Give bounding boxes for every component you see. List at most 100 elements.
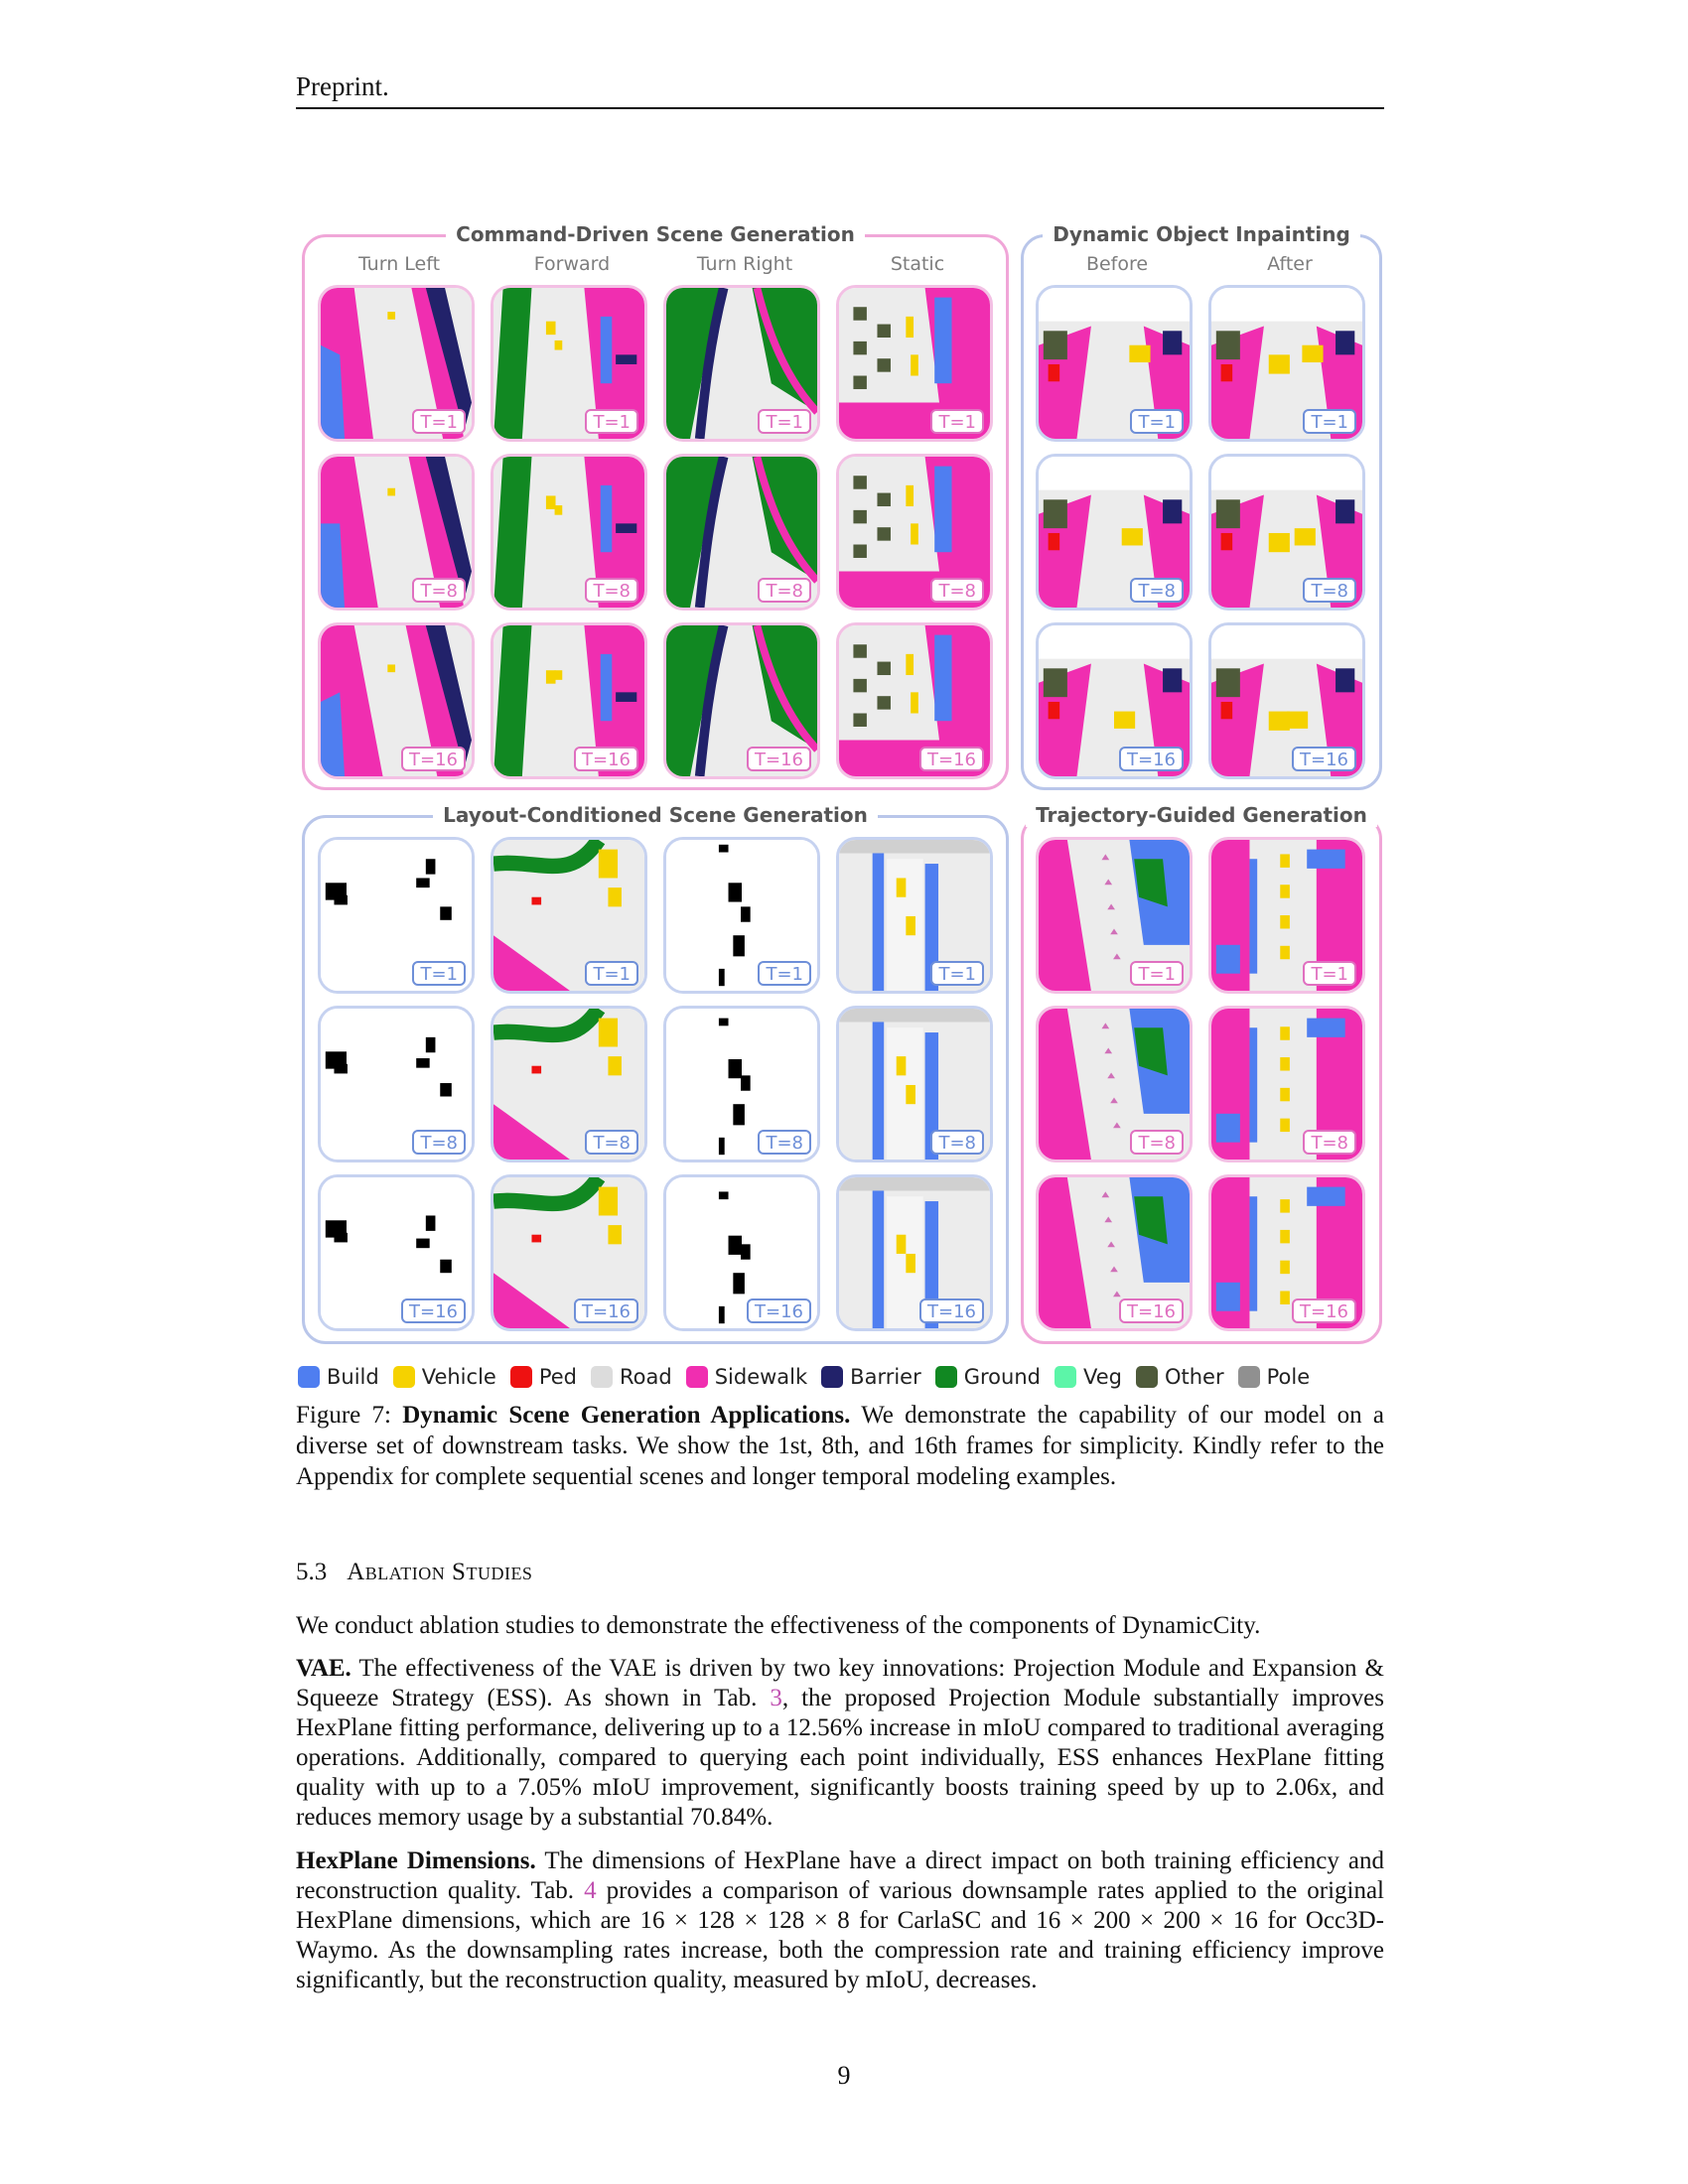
scene-render [321,625,472,776]
frame-badge-t16: T=16 [919,1298,984,1323]
frame-badge-t8: T=8 [412,1130,466,1155]
panel-layout-mask-b-t1: T=1 [663,837,820,994]
scene-render [1039,840,1190,991]
panel-layout-mask-b-t16: T=16 [663,1174,820,1331]
panel-layout-scene-b-t16: T=16 [836,1174,993,1331]
panel-inpaint-after-t8: T=8 [1208,454,1365,611]
panel-trajectory-b-t1: T=1 [1208,837,1365,994]
panel-trajectory-a-t8: T=8 [1036,1006,1193,1162]
panel-command-turn-left-t8: T=8 [318,454,475,611]
paragraph-hexplane-text-b: provides a comparison of various downsam… [296,1877,1384,1993]
frame-badge-t1: T=1 [930,961,984,986]
frame-badge-t16: T=16 [1119,747,1184,771]
legend-swatch [1135,1366,1158,1388]
frame-badge-t16: T=16 [1292,1298,1356,1323]
panel-inpaint-before-t8: T=8 [1036,454,1193,611]
panel-layout-scene-a-t8: T=8 [491,1006,647,1162]
group-title: Layout-Conditioned Scene Generation [305,803,1006,827]
paragraph-vae: VAE. The effectiveness of the VAE is dri… [296,1654,1384,1833]
frame-badge-t8: T=8 [930,1130,984,1155]
legend-label: Vehicle [421,1365,496,1389]
legend-item-ped: Ped [509,1365,577,1389]
panel-layout-scene-a-t1: T=1 [491,837,647,994]
legend-item-veg: Veg [1054,1365,1122,1389]
caption-label: Figure 7: [296,1402,391,1429]
frame-badge-t16: T=16 [919,747,984,771]
panel-inpaint-after-t1: T=1 [1208,285,1365,442]
legend-swatch [591,1366,613,1388]
panel-command-turn-right-t1: T=1 [663,285,820,442]
legend-swatch [1237,1366,1260,1388]
legend-swatch [934,1366,957,1388]
section-number: 5.3 [296,1559,328,1585]
frame-badge-t1: T=1 [412,409,466,434]
legend-label: Road [620,1365,672,1389]
panel-trajectory-a-t16: T=16 [1036,1174,1193,1331]
frame-badge-t1: T=1 [758,409,811,434]
frame-badge-t1: T=1 [585,409,638,434]
paragraph-vae-title: VAE. [296,1655,352,1682]
panel-command-forward-t16: T=16 [491,622,647,779]
frame-badge-t8: T=8 [1303,578,1356,603]
frame-badge-t8: T=8 [1130,1130,1184,1155]
panel-command-turn-left-t16: T=16 [318,622,475,779]
frame-badge-t8: T=8 [930,578,984,603]
panel-command-forward-t8: T=8 [491,454,647,611]
legend-swatch [685,1366,708,1388]
figure-caption: Figure 7: Dynamic Scene Generation Appli… [296,1400,1384,1492]
frame-badge-t1: T=1 [1303,409,1356,434]
legend-label: Pole [1266,1365,1311,1389]
legend-item-sidewalk: Sidewalk [685,1365,808,1389]
panel-layout-mask-a-t16: T=16 [318,1174,475,1331]
legend-label: Other [1164,1365,1224,1389]
group-title: Command-Driven Scene Generation [305,222,1006,246]
header-rule [296,107,1384,109]
panel-layout-mask-b-t8: T=8 [663,1006,820,1162]
legend-item-build: Build [298,1365,379,1389]
column-label-forward: Forward [533,253,611,275]
frame-badge-t8: T=8 [758,578,811,603]
figure-legend: Build Vehicle Ped Road Sidewalk Barrier Ground… [298,1365,1390,1389]
table-4-link[interactable]: 4 [584,1877,597,1904]
frame-badge-t1: T=1 [1130,409,1184,434]
frame-badge-t16: T=16 [747,1298,811,1323]
frame-badge-t1: T=1 [930,409,984,434]
panel-command-static-t16: T=16 [836,622,993,779]
legend-swatch [392,1366,415,1388]
panel-command-turn-right-t16: T=16 [663,622,820,779]
frame-badge-t8: T=8 [412,578,466,603]
frame-badge-t1: T=1 [758,961,811,986]
column-label-after: After [1267,253,1313,275]
frame-badge-t1: T=1 [412,961,466,986]
group-title: Trajectory-Guided Generation [1024,803,1379,827]
scene-render [839,1009,990,1160]
frame-badge-t8: T=8 [585,1130,638,1155]
frame-badge-t16: T=16 [401,1298,466,1323]
panel-inpaint-before-t16: T=16 [1036,622,1193,779]
paragraph-hexplane: HexPlane Dimensions. The dimensions of H… [296,1846,1384,1995]
caption-text: We demonstrate the capability of our mod… [296,1402,1385,1490]
column-label-before: Before [1085,253,1149,275]
paragraph-hexplane-title: HexPlane Dimensions. [296,1847,536,1874]
legend-label: Build [327,1365,379,1389]
legend-label: Ground [963,1365,1041,1389]
scene-render [1039,1009,1190,1160]
panel-command-turn-right-t8: T=8 [663,454,820,611]
legend-item-vehicle: Vehicle [392,1365,496,1389]
frame-badge-t8: T=8 [585,578,638,603]
legend-label: Sidewalk [714,1365,808,1389]
frame-badge-t1: T=1 [585,961,638,986]
panel-trajectory-b-t16: T=16 [1208,1174,1365,1331]
panel-inpaint-before-t1: T=1 [1036,285,1193,442]
frame-badge-t16: T=16 [574,747,638,771]
panel-command-static-t1: T=1 [836,285,993,442]
caption-title: Dynamic Scene Generation Applications. [402,1402,851,1429]
legend-swatch [1054,1366,1076,1388]
panel-layout-mask-a-t8: T=8 [318,1006,475,1162]
panel-layout-scene-b-t8: T=8 [836,1006,993,1162]
table-3-link[interactable]: 3 [770,1685,782,1711]
legend-swatch [509,1366,532,1388]
frame-badge-t8: T=8 [1130,578,1184,603]
legend-label: Ped [538,1365,577,1389]
frame-badge-t16: T=16 [574,1298,638,1323]
